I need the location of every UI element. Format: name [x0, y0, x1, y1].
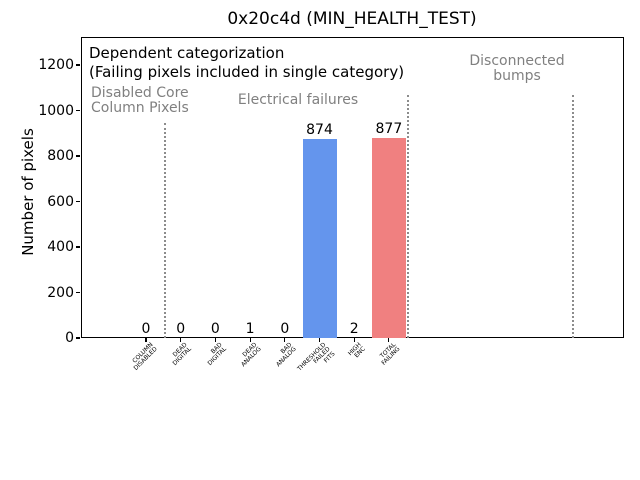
y-tick-label: 1200: [38, 57, 74, 73]
bar-value-label: 1: [245, 320, 255, 337]
x-tick-label: BAD DIGITAL: [206, 341, 229, 368]
plot-area: [81, 37, 624, 338]
annotation-section-electrical-failures: Electrical failures: [237, 92, 359, 108]
y-tick-label: 400: [47, 239, 74, 255]
x-tick-label: BAD ANALOG: [274, 341, 298, 369]
section-separator-line: [164, 123, 166, 338]
bar-value-label: 877: [375, 121, 403, 138]
y-tick-mark: [76, 246, 80, 248]
y-tick-mark: [76, 109, 80, 112]
y-tick-label: 1000: [38, 102, 74, 119]
annotation-section-disconnected-bumps: Disconnected bumps: [469, 53, 565, 84]
y-tick-label: 800: [47, 148, 74, 164]
bar: [302, 139, 337, 338]
x-tick-label: THRESHOLD FAILED FITS: [296, 341, 337, 373]
x-tick-mark: [180, 338, 182, 342]
bar: [371, 138, 406, 338]
x-tick-label: COLUMN DISABLED: [130, 341, 159, 373]
y-tick-mark: [76, 64, 80, 66]
bar-value-label: 0: [210, 321, 220, 337]
y-tick-mark: [76, 155, 80, 157]
bar-value-label: 0: [176, 321, 186, 337]
y-tick-label: 0: [65, 330, 74, 346]
x-tick-label: TOTAL FAILING: [378, 341, 402, 368]
y-tick-label: 600: [47, 193, 74, 210]
x-tick-mark: [249, 338, 251, 342]
annotation-section-disabled-core-columns: Disabled Core Column Pixels: [91, 85, 189, 116]
y-tick-mark: [76, 200, 80, 203]
y-tick-label: 200: [47, 284, 74, 301]
x-tick-mark: [388, 338, 390, 342]
x-tick-mark: [214, 338, 216, 342]
bar-value-label: 2: [349, 320, 359, 337]
bar-value-label: 0: [280, 321, 290, 337]
section-separator-line: [572, 95, 574, 338]
x-tick-label: HIGH ENC: [346, 341, 368, 360]
annotation-dependent-note: Dependent categorization (Failing pixels…: [89, 44, 405, 81]
x-tick-mark: [353, 338, 355, 342]
x-tick-mark: [145, 338, 147, 342]
bar-value-label: 0: [141, 321, 151, 337]
x-tick-label: DEAD ANALOG: [240, 341, 263, 369]
x-tick-mark: [284, 338, 286, 342]
y-tick-mark: [76, 337, 80, 339]
section-separator-line: [407, 95, 409, 338]
x-tick-label: DEAD DIGITAL: [171, 341, 194, 368]
chart-title: 0x20c4d (MIN_HEALTH_TEST): [227, 9, 477, 29]
y-tick-mark: [76, 291, 80, 294]
x-tick-mark: [318, 338, 321, 342]
bar-value-label: 874: [306, 122, 333, 139]
